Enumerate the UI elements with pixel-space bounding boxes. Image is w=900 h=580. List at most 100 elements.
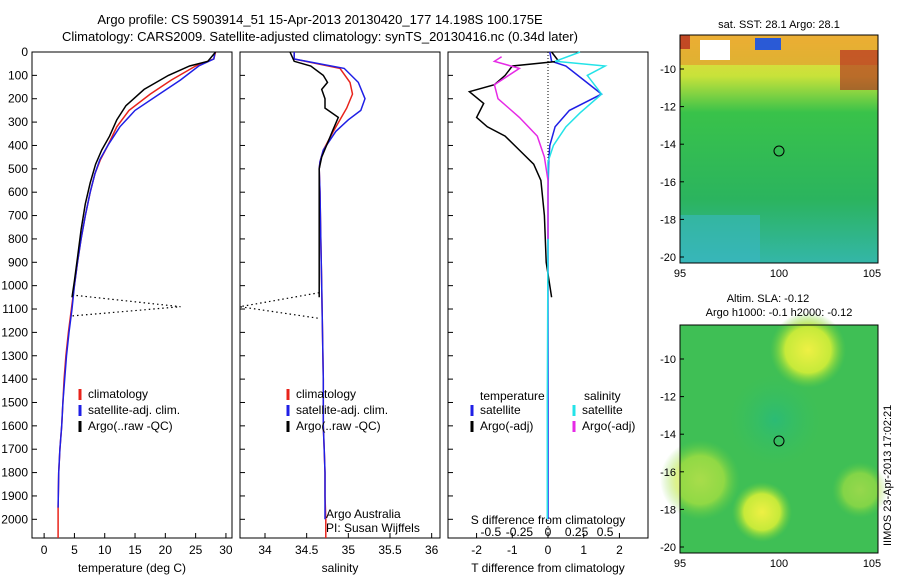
legend-label: climatology: [88, 387, 148, 401]
x-tick-label: 10: [98, 543, 112, 557]
y-tick-label: 1900: [1, 489, 28, 503]
map-y-tick-label: -14: [660, 429, 676, 441]
map-x-tick-label: 105: [863, 268, 881, 280]
sla-map-title-line1: Altim. SLA: -0.12: [727, 293, 810, 305]
x-axis-label: salinity: [322, 561, 359, 575]
legend-label: climatology: [296, 387, 356, 401]
legend-label: Argo(-adj): [480, 419, 533, 433]
y-tick-label: 700: [8, 209, 28, 223]
sla-map-title-line2: Argo h1000: -0.1 h2000: -0.12: [706, 307, 853, 319]
note-text: PI: Susan Wijffels: [326, 521, 420, 535]
y-tick-label: 500: [8, 162, 28, 176]
x-tick-label: 34.5: [295, 543, 319, 557]
series-line-argo-adj-: [467, 51, 561, 298]
y-tick-label: 1700: [1, 442, 28, 456]
x-tick-label: 0: [545, 543, 552, 557]
y-tick-label: 1200: [1, 325, 28, 339]
series-line-bad-qc: [239, 292, 320, 319]
series-line-satellite: [546, 51, 608, 520]
x-tick-label: 30: [219, 543, 233, 557]
y-tick-label: 1100: [2, 302, 28, 316]
x-tick-label: 20: [159, 543, 173, 557]
y-tick-label: 1800: [1, 466, 28, 480]
y-tick-label: 400: [8, 138, 28, 152]
x-axis-label: temperature (deg C): [78, 561, 186, 575]
series-line-satellite-adj-clim-: [293, 52, 366, 520]
series-line-satellite: [547, 51, 603, 520]
map-x-tick-label: 95: [674, 268, 686, 280]
s-tick-label: -0.25: [506, 525, 534, 539]
map-y-tick-label: -12: [660, 102, 676, 114]
x-tick-label: 34: [258, 543, 272, 557]
x-tick-label: 36: [425, 543, 439, 557]
map-y-tick-label: -16: [660, 467, 676, 479]
x-tick-label: -1: [507, 543, 518, 557]
y-tick-label: 900: [8, 255, 28, 269]
map-y-tick-label: -20: [660, 542, 676, 554]
s-tick-label: 0.5: [597, 525, 614, 539]
y-tick-label: 1600: [1, 419, 28, 433]
x-tick-label: 25: [189, 543, 203, 557]
legend-label: Argo(..raw -QC): [296, 419, 381, 433]
timestamp-stamp: IIMOS 23-Apr-2013 17:02:21: [882, 404, 894, 546]
map-y-tick-label: -10: [660, 354, 676, 366]
map-x-tick-label: 100: [770, 558, 788, 570]
x-tick-label: 35: [342, 543, 356, 557]
chart-layer: 0 5 10 15 20 25 300100200300400500600700800900…: [1, 19, 881, 575]
series-line-argo-adj-: [492, 56, 549, 239]
map-y-tick-label: -12: [660, 392, 676, 404]
x-tick-label: 35.5: [378, 543, 402, 557]
y-tick-label: 1500: [1, 395, 28, 409]
s-tick-label: -0.5: [481, 525, 502, 539]
series-line-argo-raw-qc-: [71, 51, 217, 298]
y-tick-label: 2000: [1, 512, 28, 526]
y-tick-label: 1000: [1, 279, 28, 293]
y-tick-label: 1300: [1, 349, 28, 363]
map-y-tick-label: -10: [660, 64, 676, 76]
map-x-tick-label: 100: [770, 268, 788, 280]
series-line-climatology: [57, 51, 217, 538]
x-tick-label: 0: [41, 543, 48, 557]
map-y-tick-label: -16: [660, 177, 676, 189]
map-y-tick-label: -14: [660, 139, 676, 151]
map-y-tick-label: -18: [660, 214, 676, 226]
y-tick-label: 100: [8, 68, 28, 82]
series-line-bad-qc: [71, 294, 181, 317]
legend-label: Argo(-adj): [582, 419, 635, 433]
y-tick-label: 300: [8, 115, 28, 129]
x-tick-label: 5: [71, 543, 78, 557]
y-tick-label: 200: [8, 92, 28, 106]
figure-title-line1: Argo profile: CS 5903914_51 15-Apr-2013 …: [97, 12, 543, 27]
map-x-tick-label: 105: [863, 558, 881, 570]
sla-map: [660, 312, 888, 554]
map-x-tick-label: 95: [674, 558, 686, 570]
x-axis-label: T difference from climatology: [471, 561, 625, 575]
x-tick-label: -2: [471, 543, 482, 557]
s-tick-label: 0.25: [565, 525, 589, 539]
legend-label: satellite-adj. clim.: [88, 403, 180, 417]
y-tick-label: 800: [8, 232, 28, 246]
temperature-axes: [31, 51, 233, 539]
legend-label: satellite: [480, 403, 521, 417]
s-tick-label: 0: [545, 525, 552, 539]
y-tick-label: 0: [21, 45, 28, 59]
x-tick-label: 1: [580, 543, 587, 557]
legend-label: Argo(..raw -QC): [88, 419, 173, 433]
y-tick-label: 1400: [1, 372, 28, 386]
salinity-axes: [239, 51, 441, 539]
figure-title-line2: Climatology: CARS2009. Satellite-adjuste…: [62, 29, 578, 44]
map-y-tick-label: -20: [660, 252, 676, 264]
sst-map-title: sat. SST: 28.1 Argo: 28.1: [718, 19, 840, 31]
series-line-satellite-adj-clim-: [57, 51, 216, 508]
y-tick-label: 600: [8, 185, 28, 199]
legend-header: salinity: [584, 389, 621, 403]
x-tick-label: 2: [616, 543, 623, 557]
legend-label: satellite: [582, 403, 623, 417]
legend-header: temperature: [480, 389, 545, 403]
sst-map: [679, 34, 879, 264]
series-line-argo-raw-qc-: [289, 51, 340, 298]
x-tick-label: 15: [128, 543, 142, 557]
map-y-tick-label: -18: [660, 504, 676, 516]
top-axis-label: S difference from climatology: [471, 513, 626, 527]
